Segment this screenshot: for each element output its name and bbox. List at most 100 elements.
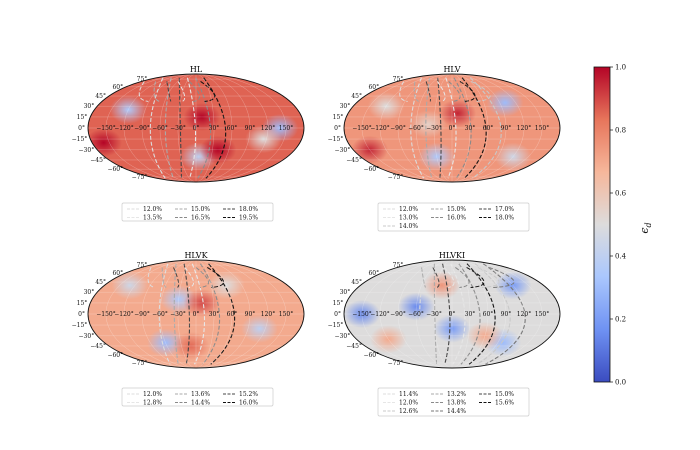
contour-lines [407, 263, 526, 365]
map-panel-hlv: HLV−150°−120° −90° −60° −30° 0° 30° 60° 90° 120°… [328, 65, 561, 232]
meridian [141, 260, 197, 368]
legend-label: 12.6% [399, 408, 418, 415]
meridian [177, 74, 197, 182]
contour-legend: 12.0% 15.0% 18.0% 13.5% 16.5% 19.5% [121, 202, 274, 222]
lat-tick-label: 30° [340, 103, 351, 110]
contour-lines [147, 263, 236, 365]
meridian [451, 260, 525, 368]
heatmap-spot [344, 299, 381, 329]
contour-line [455, 267, 470, 288]
legend-label: 13.8% [447, 400, 466, 407]
contour-line [178, 77, 183, 179]
panel-title: HLV [443, 65, 460, 74]
legend-label: 12.8% [143, 400, 162, 407]
meridian [361, 260, 453, 368]
lon-tick-label: 120° [261, 311, 275, 318]
graticule [344, 260, 560, 368]
lon-tick-label: 60° [483, 125, 494, 132]
contour-line [469, 77, 502, 179]
meridian [159, 260, 197, 368]
contour-line [425, 81, 431, 102]
lat-tick-label: 0° [78, 125, 85, 132]
lat-tick-label: 45° [351, 93, 362, 100]
lon-tick-label: 150° [535, 311, 549, 318]
contour-legend: 12.0% 13.6% 15.2% 12.8% 14.4% 16.0% [121, 387, 274, 407]
contour-line [158, 263, 171, 365]
legend-label: 18.0% [495, 215, 514, 222]
lon-tick-label: 30° [209, 125, 220, 132]
lon-tick-label: −30° [170, 125, 186, 132]
contour-line [161, 267, 167, 288]
legend-label: 12.0% [399, 400, 418, 407]
heatmap-spot [183, 288, 221, 317]
contour-line [458, 263, 481, 365]
heatmap-spot [199, 135, 237, 164]
legend-label: 13.5% [143, 215, 162, 222]
lon-tick-label: −90° [134, 311, 150, 318]
legend-label: 13.2% [447, 391, 466, 398]
lon-tick-label: −150° [96, 311, 115, 318]
contour-line [149, 77, 166, 179]
lat-tick-label: −45° [346, 343, 362, 350]
heatmap-spot [241, 314, 278, 343]
meridian [195, 260, 215, 368]
legend-label: 18.0% [239, 206, 258, 213]
lon-tick-label: −150° [352, 311, 371, 318]
contour-line [186, 77, 197, 179]
graticule [88, 74, 304, 182]
meridian [195, 260, 233, 368]
lon-tick-label: 150° [535, 125, 549, 132]
legend-label: 12.0% [399, 206, 418, 213]
contour-line [195, 267, 209, 288]
lon-tick-label: 120° [517, 311, 531, 318]
lon-tick-label: 90° [501, 311, 512, 318]
legend-label: 16.0% [239, 400, 258, 407]
meridian [433, 74, 453, 182]
contour-line [432, 267, 440, 288]
map-outline [343, 259, 561, 369]
lat-tick-label: 15° [333, 114, 344, 121]
lat-tick-label: 15° [77, 300, 88, 307]
legend-label: 11.4% [399, 391, 418, 398]
heatmap-spot [183, 102, 221, 131]
lat-tick-label: 0° [334, 311, 341, 318]
colorbar-tick-label: 0.8 [615, 127, 626, 135]
legend-box [377, 202, 530, 232]
meridian [195, 74, 287, 182]
meridian [195, 260, 287, 368]
lon-tick-label: 0° [193, 125, 200, 132]
meridian [451, 260, 543, 368]
contour-line [164, 77, 174, 179]
lon-tick-label: −150° [352, 125, 371, 132]
heatmap-field [88, 260, 304, 368]
colorbar-label: ϵd [638, 222, 653, 233]
contour-line [466, 263, 496, 365]
lat-tick-label: −60° [363, 352, 379, 359]
meridian [195, 74, 215, 182]
colorbar-gradient [593, 66, 611, 383]
contour-line [470, 81, 491, 102]
contour-line [482, 263, 526, 365]
legend-label: 19.5% [239, 215, 258, 222]
lon-tick-label: −120° [114, 125, 133, 132]
lat-tick-label: −75° [132, 360, 148, 367]
lon-tick-label: 30° [465, 311, 476, 318]
meridian [105, 74, 197, 182]
contour-line [421, 267, 427, 288]
meridian [451, 74, 489, 182]
lon-tick-label: −90° [134, 125, 150, 132]
heatmap-spot [109, 95, 147, 124]
heatmap-spot [208, 271, 245, 300]
legend-label: 15.0% [191, 206, 210, 213]
meridian [105, 260, 197, 368]
lon-tick-label: 0° [449, 311, 456, 318]
meridian [195, 260, 269, 368]
meridian [177, 260, 197, 368]
meridian [397, 260, 453, 368]
heatmap-spot [245, 125, 282, 154]
lat-tick-label: −60° [363, 166, 379, 173]
lat-tick-label: 75° [137, 262, 148, 269]
lon-tick-label: −60° [152, 311, 168, 318]
legend-label: 15.0% [495, 391, 514, 398]
lon-tick-label: −30° [426, 311, 442, 318]
